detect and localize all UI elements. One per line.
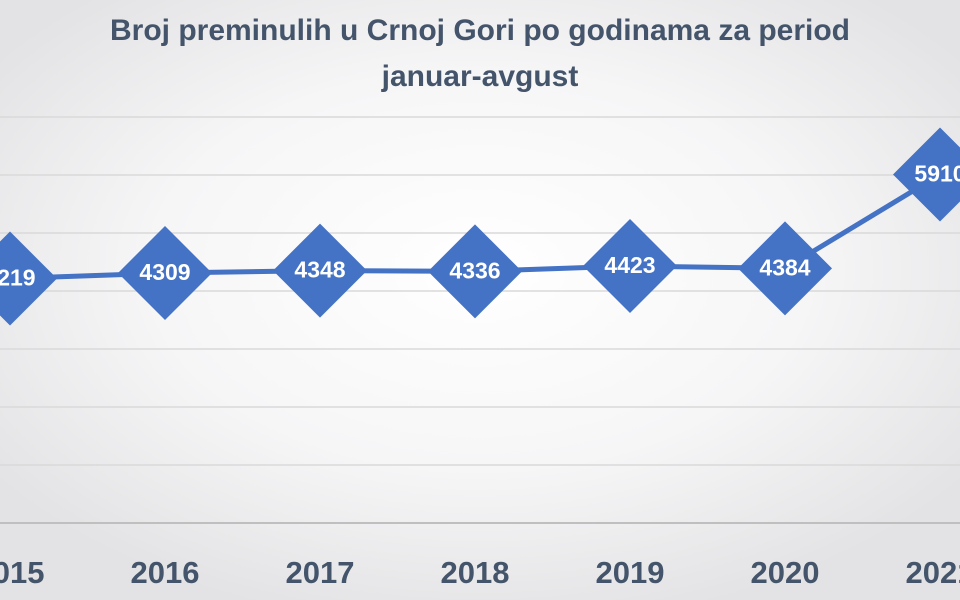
data-markers: 4219 4309 4348 4336 4423 4384 5910 bbox=[0, 127, 960, 326]
x-tick-label: 2020 bbox=[751, 555, 820, 590]
data-label: 4348 bbox=[294, 257, 345, 283]
x-tick-label: 2017 bbox=[286, 555, 355, 590]
data-marker bbox=[118, 226, 212, 320]
x-tick-label: 2021 bbox=[906, 555, 960, 590]
data-marker bbox=[583, 218, 677, 313]
data-label: 4384 bbox=[759, 254, 810, 280]
x-tick-label: 2016 bbox=[131, 555, 200, 590]
data-marker bbox=[428, 224, 522, 319]
x-tick-label: 2018 bbox=[441, 555, 510, 590]
data-label: 5910 bbox=[914, 161, 960, 187]
data-label: 4219 bbox=[0, 265, 36, 291]
chart-title-line-1: Broj preminulih u Crnoj Gori po godinama… bbox=[109, 14, 851, 47]
x-tick-labels: 2015 2016 2017 2018 2019 2020 2021 bbox=[0, 555, 960, 590]
data-marker bbox=[738, 221, 832, 316]
chart-title: Broj preminulih u Crnoj Gori po godinama… bbox=[0, 8, 960, 100]
data-label: 4336 bbox=[449, 257, 500, 283]
data-marker bbox=[273, 223, 367, 318]
x-tick-label: 2015 bbox=[0, 555, 44, 590]
x-tick-label: 2019 bbox=[596, 555, 665, 590]
data-marker bbox=[0, 231, 57, 326]
data-label: 4423 bbox=[604, 252, 655, 278]
data-marker bbox=[893, 127, 960, 222]
chart-title-line-2: januar-avgust bbox=[381, 60, 579, 93]
data-label: 4309 bbox=[139, 259, 190, 285]
